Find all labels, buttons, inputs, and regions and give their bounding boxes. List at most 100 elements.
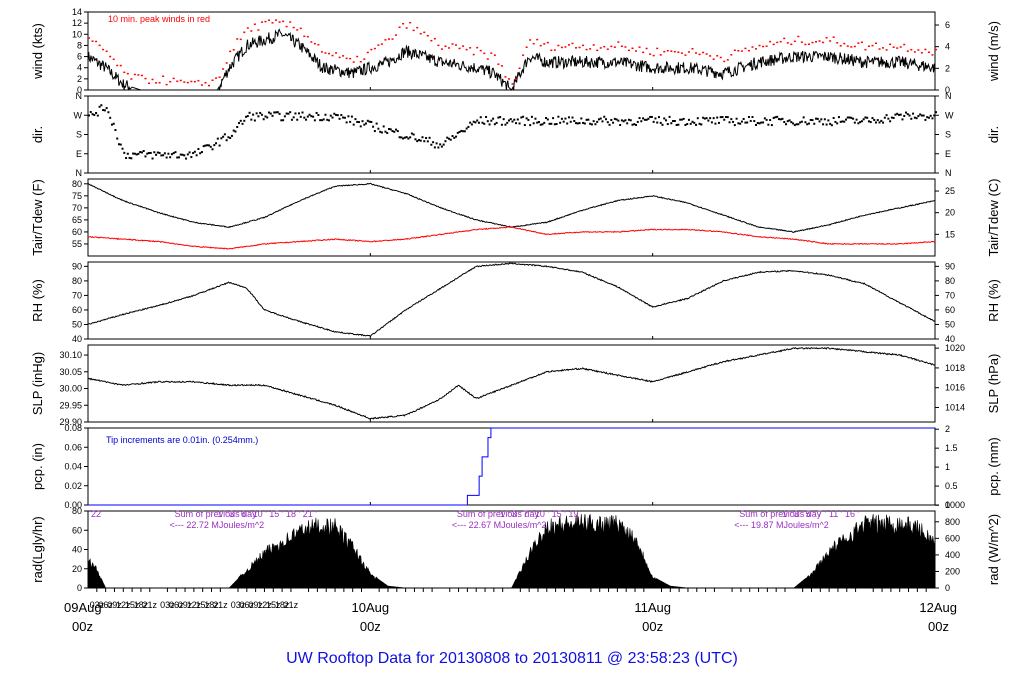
peak-point xyxy=(698,53,701,56)
dir-point xyxy=(534,117,537,120)
panel-frame-rh xyxy=(87,261,936,340)
dir-point xyxy=(767,123,770,126)
y2-tick-label: 20 xyxy=(945,208,955,218)
y2-tick-label: 2 xyxy=(945,63,950,73)
peak-point xyxy=(402,22,405,25)
dir-point xyxy=(237,122,240,125)
peak-point xyxy=(804,43,807,46)
dir-point xyxy=(642,117,645,120)
dir-point xyxy=(98,105,101,108)
peak-point xyxy=(536,38,539,41)
dir-point xyxy=(273,111,276,114)
dir-point xyxy=(702,116,705,119)
dir-point xyxy=(755,123,758,126)
peak-point xyxy=(680,52,683,54)
dir-point xyxy=(269,112,272,115)
peak-point xyxy=(815,41,818,43)
dir-point xyxy=(421,136,424,139)
y-tick-label: 6 xyxy=(77,52,82,62)
x-tick-label: 09z xyxy=(107,600,122,610)
dir-point xyxy=(103,109,106,112)
dir-point xyxy=(590,123,593,126)
dir-point xyxy=(717,121,720,124)
dir-point xyxy=(650,115,653,118)
rad-hour-label: 22 xyxy=(91,509,101,519)
dir-point xyxy=(147,152,150,155)
dir-point xyxy=(303,116,306,119)
dir-point xyxy=(687,118,690,121)
dir-point xyxy=(326,118,329,121)
x-tick-label: 15z xyxy=(195,600,210,610)
dir-point xyxy=(726,116,729,119)
dir-point xyxy=(649,115,652,118)
x-tick-label: 03z xyxy=(160,600,175,610)
dir-point xyxy=(661,123,664,126)
peak-point xyxy=(829,40,832,42)
peak-point xyxy=(769,40,772,43)
dir-point xyxy=(319,119,322,122)
peak-point xyxy=(109,55,112,58)
dir-point xyxy=(876,119,879,122)
dir-point xyxy=(119,143,122,146)
dir-point xyxy=(935,111,937,114)
dir-point xyxy=(387,128,390,131)
peak-point xyxy=(412,29,415,32)
peak-point xyxy=(903,43,906,46)
dir-point xyxy=(463,130,466,133)
dir-point xyxy=(403,136,406,139)
y2-axis-title-pcp: pcp. (mm) xyxy=(986,437,1001,496)
dir-point xyxy=(100,104,103,107)
peak-point xyxy=(571,42,574,45)
dir-point xyxy=(477,121,480,124)
dir-point xyxy=(156,151,159,154)
peak-point xyxy=(102,48,105,51)
y-tick-label: 4 xyxy=(77,63,82,73)
dir-point xyxy=(920,114,923,117)
peak-point xyxy=(437,44,440,47)
peak-point xyxy=(172,77,175,80)
y2-tick-label: 800 xyxy=(945,517,960,527)
peak-point xyxy=(497,63,500,65)
peak-point xyxy=(906,50,909,52)
dir-point xyxy=(562,120,565,123)
chart-footer-title: UW Rooftop Data for 20130808 to 20130811… xyxy=(286,650,738,667)
peak-point xyxy=(532,42,535,45)
dir-point xyxy=(545,117,548,120)
dir-point xyxy=(410,132,413,135)
dir-point xyxy=(488,123,491,126)
dir-point xyxy=(635,123,638,126)
dir-point xyxy=(582,121,585,124)
peak-point xyxy=(779,40,782,43)
peak-point xyxy=(638,46,641,48)
peak-point xyxy=(843,42,846,45)
y2-tick-label: 6 xyxy=(945,20,950,30)
dir-point xyxy=(769,119,772,122)
peak-point xyxy=(790,43,793,46)
dir-point xyxy=(359,125,362,128)
dir-point xyxy=(252,113,255,116)
dir-point xyxy=(335,113,338,116)
dir-point xyxy=(924,118,927,121)
peak-point xyxy=(917,49,920,51)
dir-point xyxy=(592,120,595,123)
peak-point xyxy=(687,51,690,53)
dir-point xyxy=(654,117,657,120)
peak-point xyxy=(652,54,655,57)
dir-point xyxy=(417,139,420,142)
dir-point xyxy=(913,116,916,119)
dir-point xyxy=(474,121,477,124)
peak-point xyxy=(645,47,648,50)
x-day-hour-label: 00z xyxy=(928,619,949,634)
peak-point xyxy=(578,46,581,49)
peak-point xyxy=(920,52,923,54)
x-tick-label: 18z xyxy=(204,600,219,610)
dir-point xyxy=(419,139,422,142)
dir-point xyxy=(107,111,110,114)
peak-point xyxy=(603,45,606,48)
dir-point xyxy=(444,140,447,143)
dir-point xyxy=(758,122,761,125)
dir-point xyxy=(739,122,742,125)
peak-point xyxy=(335,52,338,54)
dir-point xyxy=(322,118,325,121)
dir-point xyxy=(878,121,881,124)
